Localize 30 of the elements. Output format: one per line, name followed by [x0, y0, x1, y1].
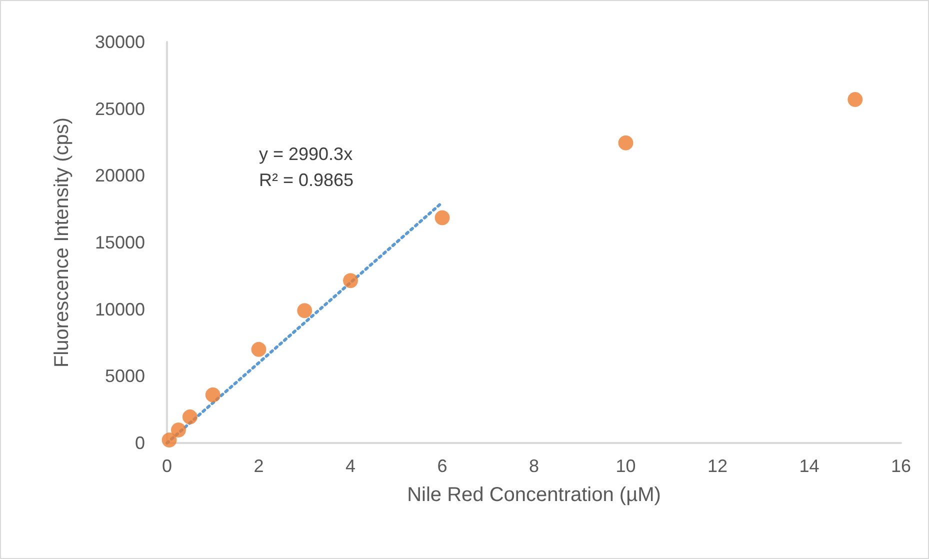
point: [848, 92, 863, 107]
y-tick-label: 15000: [94, 232, 145, 252]
x-axis-title: Nile Red Concentration (µM): [407, 484, 661, 506]
point: [170, 422, 186, 438]
annotation: R² = 0.9865: [259, 170, 354, 190]
y-tick-label: 25000: [94, 98, 145, 119]
x-tick-label: 2: [254, 456, 264, 476]
point: [297, 303, 312, 318]
x-tick-label: 0: [162, 456, 172, 476]
point: [251, 342, 266, 357]
annotation: y = 2990.3x: [259, 144, 353, 164]
y-axis-title: Fluorescence Intensity (cps): [51, 117, 73, 368]
y-tick-label: 10000: [94, 299, 145, 320]
point: [205, 387, 220, 402]
y-tick-label: 30000: [94, 32, 145, 52]
x-tick-label: 14: [799, 456, 820, 476]
point: [343, 273, 358, 288]
point: [162, 432, 177, 448]
y-tick-label: 0: [134, 433, 145, 453]
x-tick-label: 8: [528, 456, 540, 476]
point: [618, 135, 634, 150]
point: [182, 409, 198, 424]
x-tick-label: 6: [437, 456, 448, 476]
x-tick-label: 16: [890, 456, 912, 476]
point: [434, 210, 450, 226]
x-tick-label: 12: [707, 456, 728, 476]
x-tick-label: 4: [345, 456, 356, 476]
y-tick-label: 5000: [104, 366, 145, 386]
x-tick-label: 10: [616, 456, 636, 476]
y-tick-label: 20000: [94, 166, 145, 186]
